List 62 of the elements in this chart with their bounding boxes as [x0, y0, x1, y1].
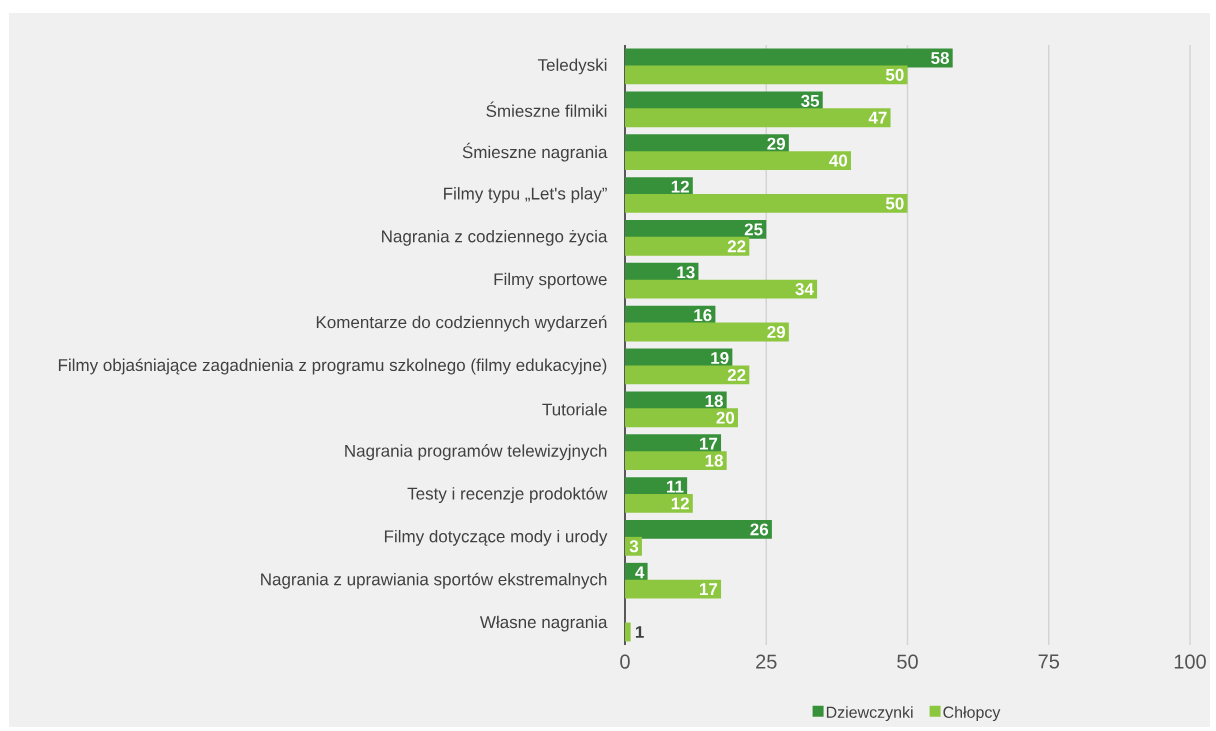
bar — [625, 451, 727, 470]
y-tick-label: Nagrania z uprawiania sportów ekstremalnych — [261, 572, 607, 589]
data-label: 25 — [744, 223, 763, 236]
y-tick-label: Filmy objaśniające zagadnienia z programu szkolnego (filmy edukacyjne) — [58, 358, 607, 375]
bar — [625, 65, 908, 85]
bar — [625, 408, 738, 428]
y-tick-label: Tutoriale — [542, 403, 607, 416]
bar — [625, 322, 789, 342]
bar — [625, 279, 818, 299]
y-tick-label: Filmy sportowe — [494, 272, 607, 289]
data-label: 26 — [750, 523, 769, 536]
data-label: 18 — [705, 394, 723, 407]
data-label: 50 — [885, 197, 904, 210]
y-tick-label: Własne nagrania — [479, 615, 608, 632]
data-label: 11 — [667, 480, 684, 493]
data-label: 22 — [727, 240, 746, 253]
x-tick-label: 0 — [620, 654, 630, 669]
data-label: 29 — [767, 137, 786, 150]
bar — [625, 493, 693, 513]
data-label: 4 — [635, 566, 645, 579]
data-label: 3 — [629, 540, 639, 553]
bar — [625, 365, 750, 385]
data-label: 50 — [885, 68, 904, 81]
x-tick-label: 25 — [756, 654, 777, 669]
legend-label: Chłopcy — [943, 706, 1001, 722]
data-label: 22 — [727, 368, 746, 381]
data-label: 13 — [677, 266, 695, 279]
x-tick-label: 75 — [1038, 654, 1060, 669]
y-tick-label: Teledyski — [537, 58, 607, 75]
data-label: 58 — [931, 51, 949, 65]
y-tick-label: Filmy typu „Let's play” — [444, 187, 607, 203]
data-label: 12 — [671, 180, 689, 193]
bar — [625, 236, 750, 256]
data-label: 47 — [868, 111, 887, 124]
legend-label: Dziewczynki — [826, 706, 913, 722]
data-label: 19 — [711, 351, 729, 365]
y-tick-label: Śmieszne nagrania — [462, 142, 608, 162]
bar — [625, 194, 908, 213]
x-tick-label: 50 — [897, 654, 918, 669]
bar — [625, 108, 891, 128]
bar — [625, 520, 772, 539]
y-tick-label: Filmy dotyczące mody i urody — [384, 529, 608, 546]
data-label: 29 — [767, 325, 786, 339]
x-tick-label: 100 — [1174, 654, 1206, 669]
y-tick-label: Śmieszne filmiki — [486, 101, 607, 117]
y-tick-label: Testy i recenzje prodoktów — [407, 486, 608, 504]
data-label: 12 — [671, 497, 689, 510]
data-label: 34 — [795, 283, 814, 296]
data-label: 20 — [716, 411, 735, 424]
data-label: 18 — [705, 454, 723, 467]
y-tick-label: Nagrania programów telewizyjnych — [345, 444, 607, 461]
bar — [625, 151, 851, 170]
data-label: 35 — [801, 94, 820, 107]
data-label: 17 — [700, 437, 718, 450]
data-label: 16 — [694, 309, 712, 322]
y-tick-label: Nagrania z codziennego życia — [382, 229, 608, 246]
data-label: 1 — [635, 626, 644, 638]
y-tick-label: Komentarze do codziennych wydarzeń — [316, 315, 607, 332]
data-label: 17 — [700, 583, 718, 595]
bar — [625, 622, 631, 642]
bar — [625, 579, 722, 599]
data-label: 40 — [829, 154, 848, 167]
